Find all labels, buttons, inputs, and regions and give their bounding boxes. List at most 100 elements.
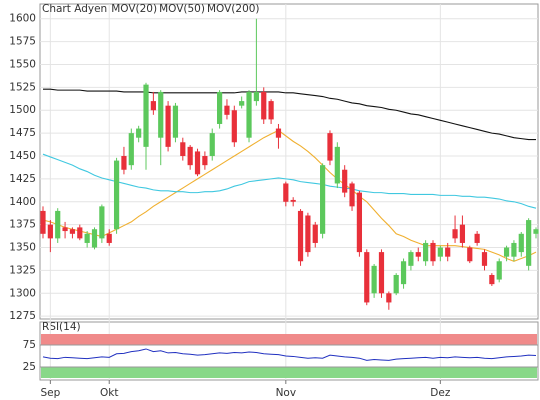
candle-body — [511, 242, 517, 257]
candle-body — [55, 210, 61, 239]
candle-body — [84, 233, 90, 243]
candle-body — [305, 215, 311, 253]
candle-body — [113, 160, 120, 230]
candle-body — [268, 101, 274, 120]
candle-body — [224, 105, 230, 115]
moving-average — [42, 129, 537, 262]
candle-body — [415, 252, 421, 257]
y-tick-label: 1400 — [9, 196, 36, 208]
candle-body — [99, 206, 105, 239]
candle-body — [408, 252, 414, 266]
candle-body — [231, 110, 237, 143]
candle-body — [459, 224, 466, 243]
y-tick-label: 1425 — [9, 173, 36, 185]
candle-body — [62, 227, 68, 232]
candle-body — [69, 229, 76, 234]
candle-body — [165, 105, 171, 147]
candle-body — [209, 133, 215, 157]
candle-body — [150, 101, 156, 111]
candle-body — [489, 274, 495, 285]
y-tick-label: 1575 — [9, 36, 36, 48]
candle-body — [253, 91, 259, 102]
candle-body — [371, 265, 377, 294]
candle-body — [180, 142, 186, 157]
y-tick-label: 1600 — [9, 13, 36, 25]
candle-body — [430, 242, 436, 262]
candle-body — [474, 233, 480, 243]
y-tick-label: 25 — [23, 361, 36, 373]
candle-body — [106, 233, 112, 243]
candle-body — [283, 183, 289, 202]
y-tick-label: 1525 — [9, 81, 36, 93]
candle-body — [47, 224, 53, 239]
candle-body — [194, 151, 201, 175]
moving-average — [42, 153, 537, 209]
candle-body — [261, 91, 267, 120]
y-tick-label: 1275 — [9, 310, 36, 322]
candle-body — [172, 105, 179, 138]
candle-body — [518, 233, 524, 253]
candle-body — [364, 252, 370, 303]
rsi-line — [42, 348, 537, 361]
candle-body — [312, 224, 318, 243]
candle-body — [481, 252, 488, 266]
candle-body — [386, 293, 392, 303]
candle-body — [445, 247, 451, 257]
candle-body — [290, 199, 296, 202]
candle-body — [77, 227, 83, 239]
candle-body — [187, 146, 193, 166]
legend-entry: Chart Adyen — [42, 3, 107, 15]
x-tick-label: Nov — [276, 387, 297, 399]
candle-body — [349, 183, 355, 207]
candle-body — [320, 165, 326, 234]
candle-body — [297, 210, 304, 262]
rsi-title: RSI(14) — [42, 321, 81, 333]
candle-body — [526, 220, 532, 266]
oversold-band — [41, 367, 537, 378]
candle-body — [158, 91, 164, 138]
y-tick-label: 1500 — [9, 104, 36, 116]
candle-body — [202, 156, 208, 166]
y-tick-label: 1475 — [9, 127, 36, 139]
candle-body — [128, 133, 134, 166]
candle-body — [121, 156, 127, 170]
candle-body — [40, 210, 46, 234]
candle-body — [216, 91, 223, 124]
candle-body — [503, 247, 510, 257]
moving-average — [43, 88, 536, 141]
candle-body — [91, 229, 98, 248]
candle-body — [533, 229, 539, 234]
candle-body — [342, 169, 348, 193]
candle-body — [327, 133, 333, 161]
candle-body — [334, 146, 340, 184]
y-tick-label: 75 — [23, 339, 36, 351]
legend-entry: MOV(200) — [207, 3, 260, 15]
x-tick-label: Sep — [40, 387, 60, 399]
y-tick-label: 1350 — [9, 242, 36, 254]
candle-body — [393, 274, 399, 294]
candle-body — [423, 242, 429, 262]
legend-entry: MOV(20) — [111, 3, 157, 15]
candle-body — [239, 101, 245, 106]
x-tick-label: Okt — [100, 387, 118, 399]
overbought-band — [41, 334, 537, 345]
legend-entry: MOV(50) — [159, 3, 205, 15]
x-tick-label: Dez — [430, 387, 451, 399]
y-tick-label: 1300 — [9, 287, 36, 299]
candle-body — [136, 128, 142, 138]
candle-body — [356, 192, 363, 253]
candle-body — [378, 252, 385, 294]
candle-body — [143, 84, 149, 147]
y-tick-label: 1450 — [9, 150, 36, 162]
candle-body — [246, 91, 252, 138]
candle-body — [467, 247, 473, 262]
candle-body — [400, 261, 407, 285]
candle-body — [275, 128, 282, 138]
candle-body — [437, 247, 443, 257]
y-tick-label: 1375 — [9, 219, 36, 231]
y-tick-label: 1325 — [9, 264, 36, 276]
candle-body — [496, 261, 502, 280]
candle-body — [452, 229, 458, 239]
y-tick-label: 1550 — [9, 58, 36, 70]
